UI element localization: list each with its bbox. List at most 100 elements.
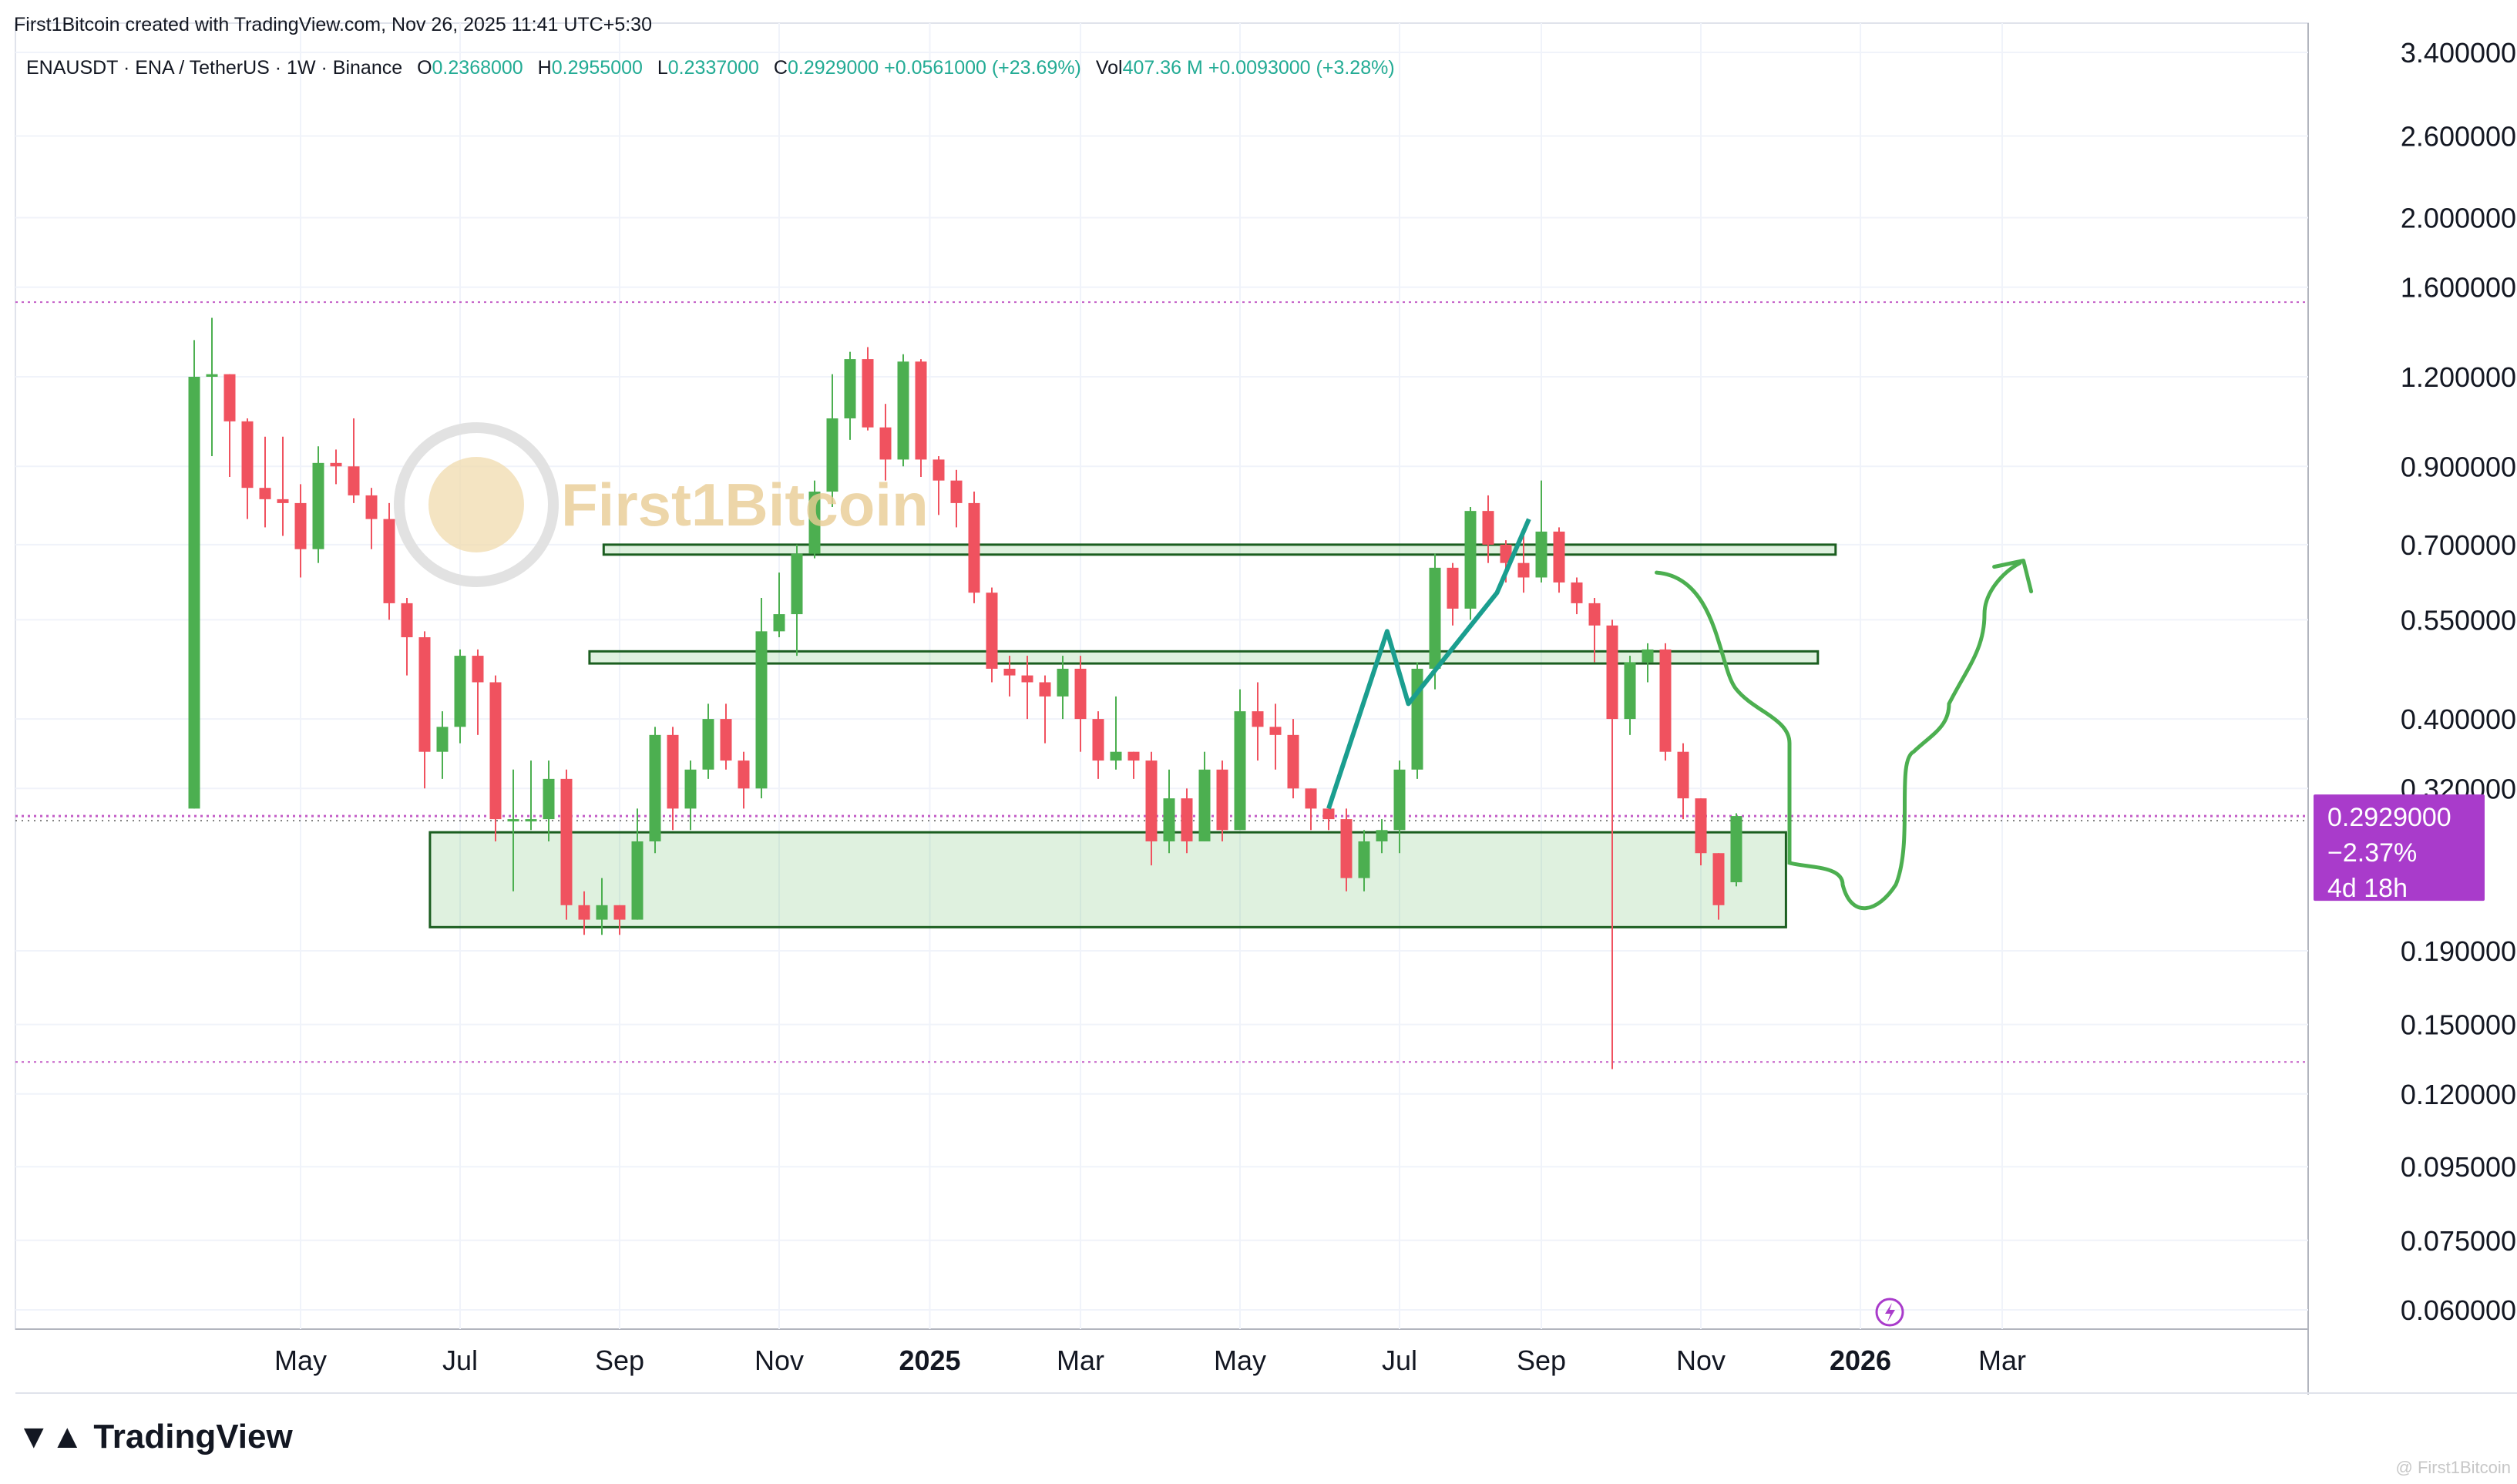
y-tick-label: 1.6000000 [2401, 272, 2517, 304]
candle-body [1482, 511, 1494, 545]
candle-body [1464, 511, 1477, 609]
current-price-change: −2.37% [2327, 838, 2417, 868]
candle-body [1322, 808, 1335, 820]
candle-body [1145, 760, 1158, 841]
candle-body [1127, 751, 1140, 761]
candle-body [188, 376, 200, 809]
candle-body [1376, 830, 1388, 841]
symbol-label[interactable]: ENAUSDT · ENA / TetherUS · 1W · Binance [26, 57, 403, 79]
candle-body [1695, 798, 1707, 854]
candle-body [1216, 769, 1228, 831]
watermark-logo-icon [394, 422, 559, 587]
candle-body [525, 819, 537, 822]
candle-body [1411, 668, 1423, 770]
candle-body [383, 519, 395, 603]
watermark-text: First1Bitcoin [561, 471, 929, 539]
candle-body [1624, 662, 1636, 720]
candle-body [1517, 562, 1530, 578]
candle-body [755, 631, 768, 789]
x-tick-label: Nov [1676, 1345, 1726, 1376]
support-resistance-zone [588, 650, 1820, 665]
high-label: H [537, 57, 552, 79]
candle-body [543, 778, 555, 820]
close-value: 0.2929000 [787, 57, 879, 79]
candle-body [223, 374, 236, 421]
candle-body [684, 769, 697, 809]
candle-body [1234, 711, 1246, 831]
support-resistance-zone [602, 543, 1837, 556]
candle-body [348, 466, 360, 495]
corner-watermark: @ First1Bitcoin [2395, 1458, 2511, 1477]
tradingview-logo[interactable]: ▼▲ TradingView [17, 1418, 293, 1456]
low-label: L [657, 57, 668, 79]
current-price-label [2314, 794, 2485, 901]
candle-body [1074, 668, 1087, 720]
x-tick-label: May [274, 1345, 327, 1376]
low-value: 0.2337000 [667, 57, 759, 79]
candle-body [826, 418, 838, 492]
candle-body [294, 502, 307, 549]
candle-body [1429, 567, 1441, 669]
high-value: 0.2955000 [551, 57, 643, 79]
candle-body [862, 359, 874, 428]
forecast-arrow-head [1992, 559, 2034, 594]
candle-body [968, 502, 980, 593]
candle-body [1393, 769, 1406, 831]
open-label: O [417, 57, 432, 79]
x-tick-label: Jul [1382, 1345, 1417, 1376]
candle-body [1340, 819, 1353, 878]
volume-value: 407.36 M [1122, 57, 1203, 79]
tv-logo-text: TradingView [93, 1418, 293, 1455]
candle-body [1003, 668, 1016, 676]
current-price-countdown: 4d 18h [2327, 874, 2408, 903]
candle-body [489, 682, 502, 820]
change-value: +0.0561000 (+23.69%) [884, 57, 1081, 79]
candle-body [702, 719, 714, 770]
candle-body [1730, 816, 1742, 883]
volume-label: Vol [1095, 57, 1123, 79]
candle-body [259, 488, 271, 499]
candle-body [330, 462, 342, 467]
candle-body [472, 656, 484, 683]
close-label: C [773, 57, 788, 79]
support-resistance-zone [428, 831, 1787, 928]
lightning-glyph [1885, 1303, 1895, 1322]
candle-body [578, 905, 590, 920]
x-tick-label: Sep [595, 1345, 644, 1376]
y-tick-label: 0.0600000 [2401, 1294, 2517, 1326]
candle-body [1677, 751, 1689, 799]
candle-body [1198, 769, 1211, 841]
candle-body [596, 905, 608, 920]
candle-body [791, 553, 803, 615]
candle-body [312, 462, 324, 549]
open-value: 0.2368000 [432, 57, 523, 79]
candle-body [241, 421, 254, 489]
candle-body [1588, 603, 1601, 626]
candle-body [277, 499, 289, 503]
candle-body [1039, 682, 1051, 697]
candle-body [773, 614, 785, 632]
candle-body [1642, 649, 1654, 663]
candle-body [1269, 727, 1282, 735]
candle-body [206, 374, 218, 377]
x-tick-label: Mar [1978, 1345, 2026, 1376]
candle-body [720, 719, 732, 761]
candle-body [649, 734, 661, 841]
x-tick-label: 2025 [899, 1345, 960, 1376]
candle-body [454, 656, 466, 727]
candle-body [986, 593, 998, 669]
forecast-curve [1655, 561, 2022, 911]
candle-body [507, 819, 519, 822]
candle-body [844, 359, 856, 418]
candle-body [1712, 853, 1725, 905]
projected-zigzag-path [1326, 518, 1531, 810]
candle-body [1535, 531, 1548, 578]
candle-body [933, 459, 945, 481]
